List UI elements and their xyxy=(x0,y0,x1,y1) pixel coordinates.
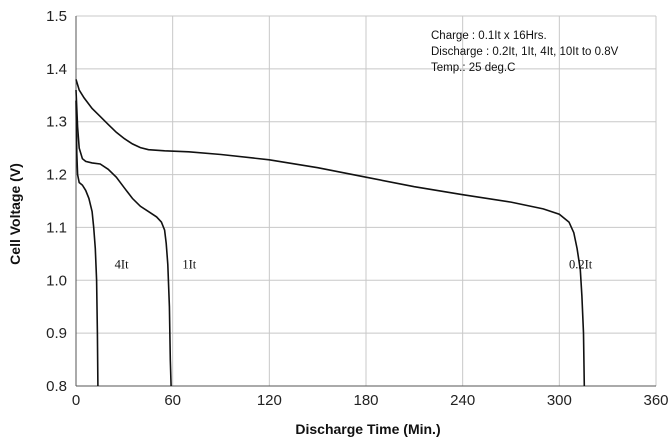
series-line-4It xyxy=(75,100,99,387)
y-tick-label: 1.0 xyxy=(46,272,67,289)
x-tick-label: 180 xyxy=(353,392,378,409)
note-temp: Temp.: 25 deg.C xyxy=(431,62,515,74)
x-tick-label: 0 xyxy=(72,392,80,409)
y-tick-label: 0.8 xyxy=(46,378,67,395)
axes xyxy=(75,16,656,387)
conditions-note: Charge : 0.1It x 16Hrs. Discharge : 0.2I… xyxy=(431,30,619,74)
y-tick-label: 0.9 xyxy=(46,325,67,342)
y-tick-label: 1.2 xyxy=(46,167,67,184)
x-tick-label: 120 xyxy=(257,392,282,409)
series-line-0.2It xyxy=(75,79,586,387)
y-tick-label: 1.5 xyxy=(46,8,67,25)
x-tick-label: 300 xyxy=(547,392,572,409)
curve-labels: 0.2It 1It 4It xyxy=(115,257,593,271)
series-line-1It xyxy=(75,89,172,387)
curve-label-0.2It: 0.2It xyxy=(569,257,593,271)
y-tick-label: 1.4 xyxy=(46,61,67,78)
note-discharge: Discharge : 0.2It, 1It, 4It, 10It to 0.8… xyxy=(431,46,619,58)
grid-lines xyxy=(75,15,657,387)
curve-label-4It: 4It xyxy=(115,257,129,271)
curve-label-1It: 1It xyxy=(182,257,196,271)
tick-labels: 0.8 0.9 1.0 1.1 1.2 1.3 1.4 1.5 0 60 120 180 240 300 3… xyxy=(46,8,668,409)
y-tick-label: 1.3 xyxy=(46,114,67,131)
note-charge: Charge : 0.1It x 16Hrs. xyxy=(431,30,547,42)
x-tick-label: 60 xyxy=(164,392,181,409)
y-axis-title: Cell Voltage (V) xyxy=(7,163,23,265)
x-axis-title: Discharge Time (Min.) xyxy=(295,421,440,437)
x-tick-label: 240 xyxy=(450,392,475,409)
y-tick-label: 1.1 xyxy=(46,219,67,236)
x-tick-label: 360 xyxy=(643,392,668,409)
series-curves xyxy=(75,79,586,387)
